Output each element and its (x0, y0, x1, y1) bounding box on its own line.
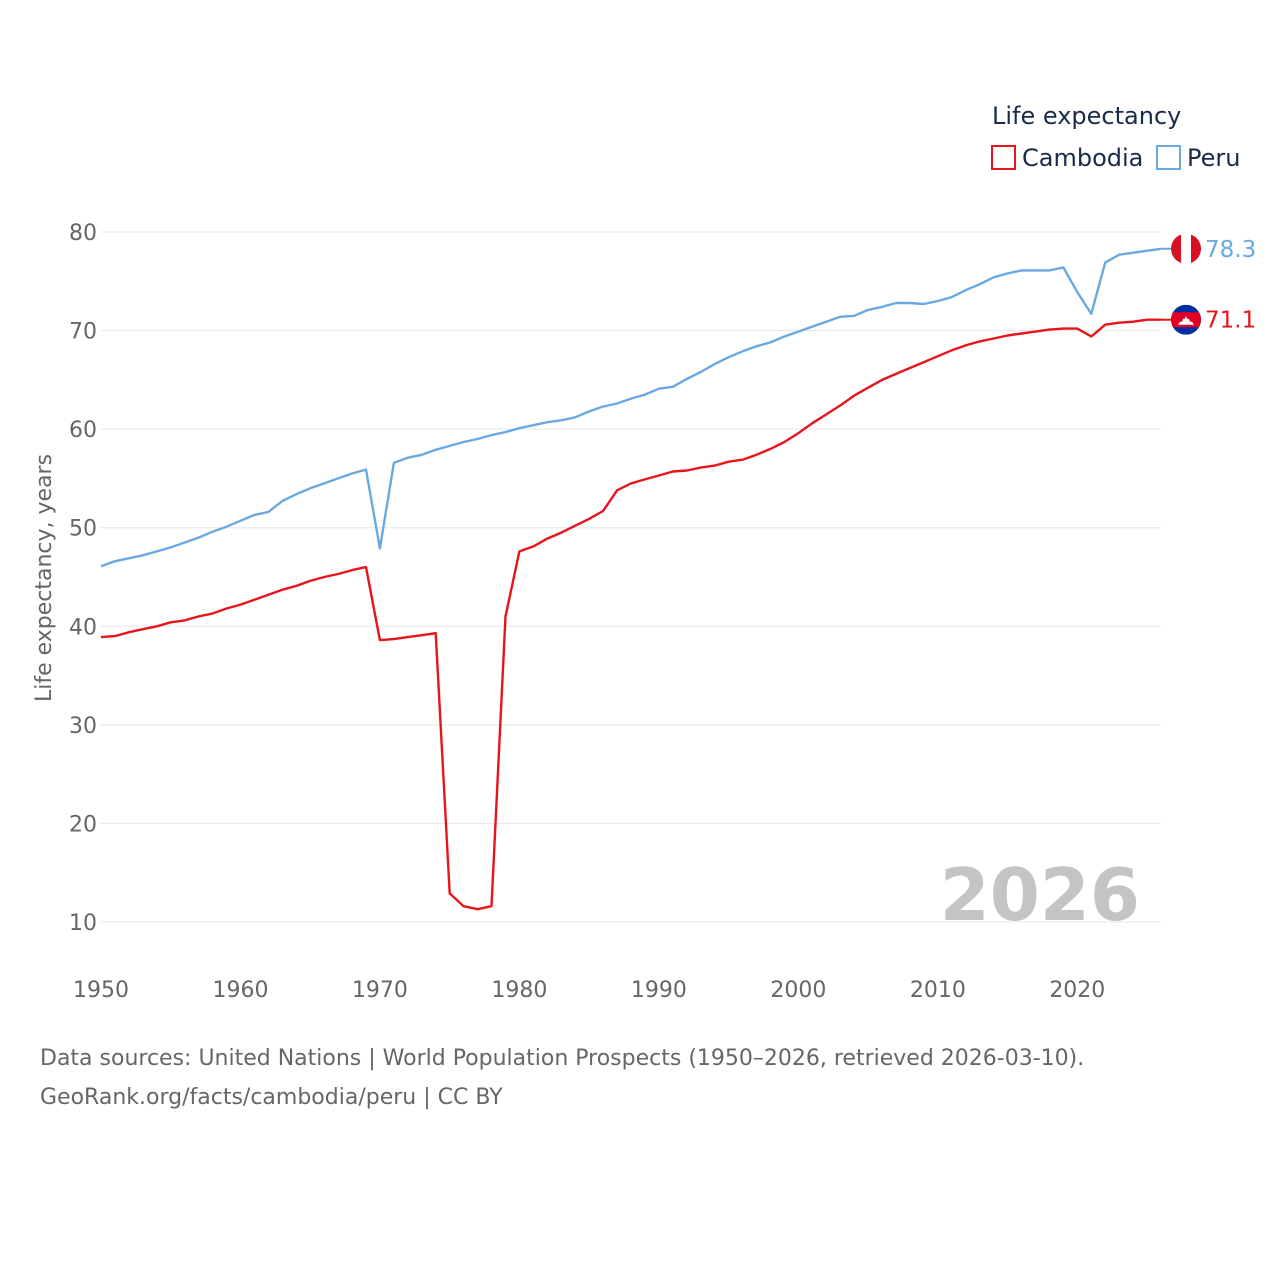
x-tick-label: 2010 (910, 978, 966, 1003)
y-axis-label: Life expectancy, years (32, 454, 57, 702)
legend: Life expectancy Cambodia Peru (991, 102, 1240, 172)
series-line-cambodia[interactable] (100, 318, 1161, 911)
x-tick-label: 2000 (770, 978, 826, 1003)
x-tick-label: 2020 (1049, 978, 1105, 1003)
y-tick-label: 20 (69, 812, 97, 837)
footer-sources: Data sources: United Nations | World Pop… (40, 1046, 1085, 1071)
y-tick-label: 40 (69, 615, 97, 640)
x-tick-label: 1990 (631, 978, 687, 1003)
y-axis-ticks: 10 20 30 40 50 60 70 80 (69, 221, 97, 936)
y-tick-label: 30 (69, 714, 97, 739)
y-tick-label: 70 (69, 320, 97, 345)
legend-title: Life expectancy (992, 102, 1181, 130)
cambodia-end-value: 71.1 (1205, 308, 1256, 334)
x-tick-label: 1970 (352, 978, 408, 1003)
series-lines (100, 247, 1171, 911)
legend-swatch-cambodia[interactable] (991, 145, 1016, 170)
peru-flag-icon (1171, 233, 1201, 264)
legend-label-peru[interactable]: Peru (1187, 144, 1240, 172)
y-tick-label: 10 (69, 911, 97, 936)
x-tick-label: 1950 (73, 978, 129, 1003)
y-tick-label: 60 (69, 418, 97, 443)
x-tick-label: 1960 (212, 978, 268, 1003)
legend-swatch-peru[interactable] (1156, 145, 1181, 170)
y-tick-label: 50 (69, 517, 97, 542)
series-line-peru[interactable] (100, 247, 1162, 568)
cambodia-flag-icon (1171, 304, 1201, 335)
legend-label-cambodia[interactable]: Cambodia (1022, 144, 1143, 172)
footer-attribution[interactable]: GeoRank.org/facts/cambodia/peru | CC BY (40, 1085, 503, 1110)
y-tick-label: 80 (69, 221, 97, 246)
peru-end-value: 78.3 (1205, 237, 1256, 263)
x-axis-ticks: 1950 1960 1970 1980 1990 2000 2010 2020 (73, 978, 1105, 1003)
year-watermark: 2026 (940, 853, 1140, 937)
gridlines (101, 231, 1161, 923)
x-tick-label: 1980 (491, 978, 547, 1003)
